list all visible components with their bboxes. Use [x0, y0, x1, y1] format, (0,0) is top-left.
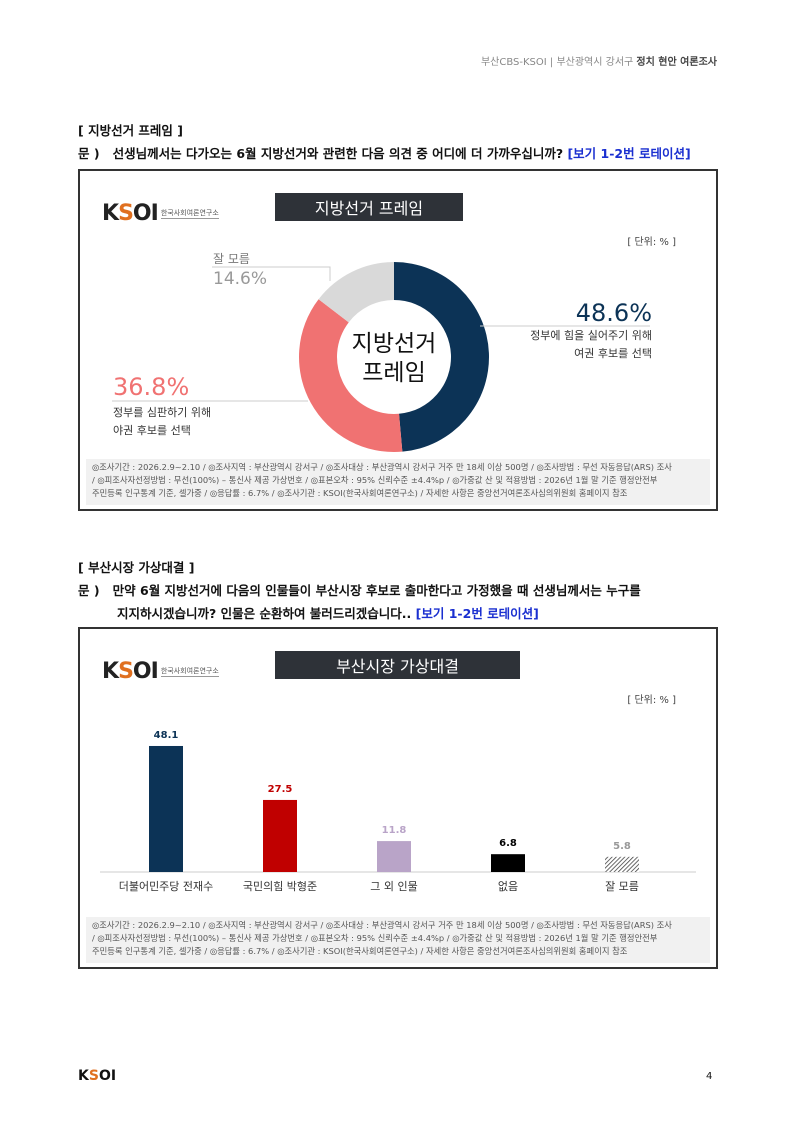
question: 문 ) 선생님께서는 다가오는 6월 지방선거와 관련한 다음 의견 중 어디에… [78, 146, 691, 161]
bar [263, 799, 297, 872]
slice-label: 야권 후보를 선택 [113, 424, 191, 437]
bar-value-label: 5.8 [613, 841, 631, 852]
leader-line [212, 266, 331, 281]
chart-title: 부산시장 가상대결 [275, 651, 520, 679]
donut-slice [394, 262, 490, 452]
center-label: 지방선거 [352, 331, 437, 357]
slice-label: 정부에 힘을 실어주기 위해 [530, 328, 652, 342]
unit-label: [ 단위: % ] [627, 695, 676, 706]
survey-footnote: ◎조사기간 : 2026.2.9~2.10 / ◎조사지역 : 부산광역시 강서… [86, 917, 710, 963]
category-label: 더불어민주당 전재수 [119, 880, 214, 893]
bar [377, 841, 411, 872]
footer-logo: KSOI [78, 1068, 117, 1084]
page-header: 부산CBS-KSOI | 부산광역시 강서구 정치 현안 여론조사 [480, 57, 717, 68]
bar [149, 745, 183, 872]
value-label: 14.6% [213, 269, 267, 289]
unit-label: [ 단위: % ] [627, 237, 676, 248]
category-label: 잘 모름 [605, 880, 639, 893]
bar [491, 854, 525, 872]
slice-label: 잘 모름 [213, 252, 250, 266]
slice-label: 여권 후보를 선택 [574, 347, 652, 360]
page-number: 4 [706, 1071, 713, 1082]
category-label: 그 외 인물 [370, 880, 417, 893]
ksoi-logo: KSOI 한국사회여론연구소 [102, 659, 219, 684]
donut-slice [318, 262, 394, 323]
bar-value-label: 48.1 [154, 730, 179, 741]
bar-value-label: 11.8 [382, 825, 407, 836]
chart-title: 지방선거 프레임 [275, 193, 463, 221]
bar [605, 856, 639, 872]
section-title: [ 지방선거 프레임 ] [78, 123, 183, 138]
question: 문 ) 만약 6월 지방선거에 다음의 인물들이 부산시장 후보로 출마한다고 … [78, 583, 641, 598]
slice-label: 정부를 심판하기 위해 [113, 405, 211, 419]
ksoi-logo: KSOI 한국사회여론연구소 [102, 201, 219, 226]
value-label: 48.6% [576, 299, 652, 327]
section-title: [ 부산시장 가상대결 ] [78, 560, 195, 575]
bar-chart: 48.1 더불어민주당 전재수 27.5 국민의힘 박형준 11.8 그 외 인물 6.8 없… [100, 730, 696, 893]
question-cont: 지지하시겠습니까? 인물은 순환하여 불러드리겠습니다.. [보기 1-2번 로… [117, 606, 539, 621]
chart-box-bar: KSOI 한국사회여론연구소 부산시장 가상대결 [ 단위: % ] 48.1 더불… [78, 627, 718, 969]
category-label: 없음 [498, 880, 518, 893]
donut-slice [299, 299, 403, 452]
survey-footnote: ◎조사기간 : 2026.2.9~2.10 / ◎조사지역 : 부산광역시 강서… [86, 459, 710, 505]
bar-value-label: 6.8 [499, 838, 517, 849]
category-label: 국민의힘 박형준 [243, 880, 317, 893]
center-label: 프레임 [362, 360, 425, 386]
value-label: 36.8% [113, 373, 189, 401]
bar-value-label: 27.5 [268, 784, 293, 795]
